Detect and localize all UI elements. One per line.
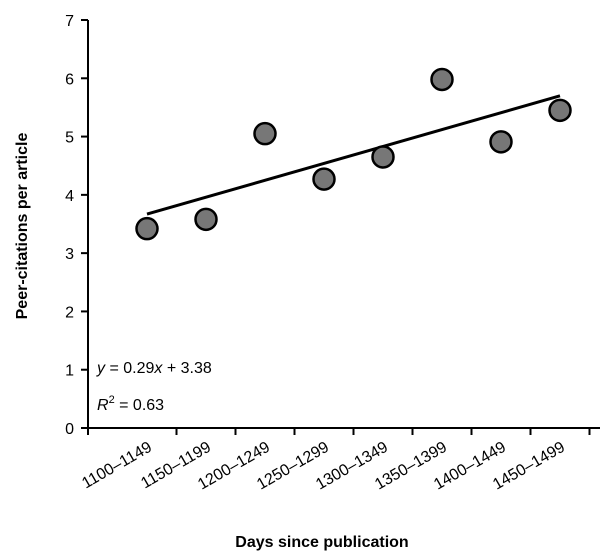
- r2-symbol: R: [97, 397, 109, 414]
- r2-superscript: 2: [109, 394, 115, 406]
- r2-value: = 0.63: [115, 397, 164, 414]
- y-tick-label: 7: [65, 13, 74, 30]
- trendline-equation: y = 0.29x + 3.38: [96, 360, 212, 377]
- y-tick-label: 4: [65, 188, 74, 205]
- y-tick-label: 6: [65, 71, 74, 88]
- x-ticks: 1100–11491150–11991200–12491250–12991300…: [79, 428, 591, 494]
- trend-line: [146, 94, 561, 216]
- data-point: [489, 130, 513, 154]
- data-point: [548, 98, 572, 123]
- data-points: [135, 67, 572, 241]
- r-squared-label: R2 = 0.63: [97, 394, 164, 414]
- equation-x-var: x: [153, 360, 163, 377]
- data-point: [312, 167, 336, 191]
- data-point: [194, 207, 218, 232]
- y-axis-label: Peer-citations per article: [14, 133, 31, 320]
- equation-slope: = 0.29: [105, 360, 154, 377]
- equation-y-var: y: [96, 360, 106, 377]
- x-axis-label: Days since publication: [235, 534, 408, 551]
- y-ticks: 0 1 2 3 4 5 6 7: [65, 13, 88, 438]
- y-tick-label: 1: [65, 363, 74, 380]
- data-point: [253, 121, 277, 146]
- y-tick-label: 2: [65, 304, 74, 321]
- y-tick-label: 5: [65, 130, 74, 147]
- data-point: [371, 145, 395, 169]
- data-point: [430, 67, 454, 92]
- y-tick-label: 0: [65, 421, 74, 438]
- data-point: [135, 216, 159, 241]
- equation-intercept: + 3.38: [162, 360, 211, 377]
- axes: [87, 20, 600, 429]
- y-tick-label: 3: [65, 246, 74, 263]
